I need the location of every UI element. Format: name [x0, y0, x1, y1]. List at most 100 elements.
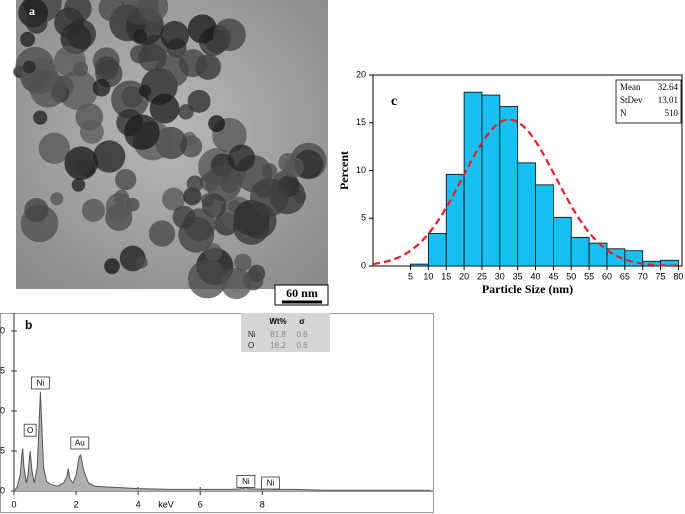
particle: [33, 110, 48, 125]
bar: [499, 106, 519, 267]
particle: [137, 0, 169, 22]
peak-label-box: [70, 436, 90, 450]
y-axis-title: Percent: [337, 151, 351, 190]
x-tick-label: 25: [477, 271, 487, 281]
particle: [54, 45, 86, 78]
bar: [588, 242, 608, 267]
bar: [481, 94, 501, 267]
table-box: [241, 313, 330, 352]
x-tick-label: 75: [656, 271, 666, 281]
particle: [104, 258, 120, 274]
x-axis-title: Particle Size (nm): [482, 282, 573, 296]
y-tick-label: 5: [0, 365, 5, 375]
x-tick-label: 50: [566, 271, 576, 281]
particle: [187, 89, 211, 113]
x-tick-label: 35: [513, 271, 523, 281]
particle: [22, 60, 36, 74]
peak-label: Ni: [267, 479, 275, 488]
bar: [445, 173, 465, 267]
particle: [66, 19, 96, 50]
tem-image: [13, 0, 328, 300]
particle: [208, 115, 225, 132]
bar: [427, 233, 447, 267]
stats-box: [615, 79, 682, 124]
stats-value: 13.01: [658, 95, 678, 105]
particle: [234, 253, 252, 272]
particle: [114, 168, 137, 191]
particle: [135, 256, 148, 269]
particle: [187, 259, 227, 299]
scale-bar-label: 60 nm: [286, 286, 318, 300]
y-tick-label: 5: [361, 213, 366, 223]
x-tick-label: 20: [459, 271, 469, 281]
x-tick-label: 0: [11, 499, 16, 509]
x-tick-label: 40: [531, 271, 541, 281]
particle: [138, 43, 167, 72]
particle: [25, 12, 48, 34]
stats-label: StDev: [620, 95, 643, 105]
peak-label-box: [236, 474, 256, 488]
spectrum-line: [13, 391, 430, 492]
table-cell: 0.6: [296, 330, 308, 339]
bar: [517, 162, 536, 267]
table-cell: 81.8: [270, 330, 286, 339]
x-tick-label: 65: [620, 271, 630, 281]
particle: [20, 31, 36, 47]
particle: [98, 0, 125, 22]
stats-label: Mean: [620, 82, 641, 92]
particle: [124, 114, 160, 150]
scale-bar-box: [274, 284, 329, 306]
particle: [186, 175, 204, 193]
panel-frame: [0, 313, 434, 513]
table-cell: O: [248, 341, 254, 350]
particle: [249, 178, 289, 217]
x-tick-label: 2: [74, 499, 79, 509]
peak-label: O: [27, 426, 33, 435]
peak-label-box: [30, 376, 50, 390]
fit-curve: [372, 118, 683, 267]
x-tick-label: 55: [584, 271, 594, 281]
particle: [148, 220, 176, 247]
particle: [71, 178, 86, 192]
particle: [92, 78, 111, 97]
bar: [463, 91, 483, 267]
bar: [410, 263, 429, 267]
x-axis-title: keV: [158, 499, 174, 509]
x-tick-label: 6: [198, 499, 203, 509]
y-tick-label: 20: [356, 69, 366, 79]
peak-label-box: [260, 476, 280, 490]
bar: [660, 259, 679, 267]
stats-label: N: [620, 108, 627, 118]
particle: [200, 193, 215, 207]
x-tick-label: 30: [495, 271, 505, 281]
peak-label: Au: [75, 439, 85, 448]
particle: [64, 0, 92, 23]
particle: [228, 144, 256, 172]
x-tick-label: 8: [260, 499, 265, 509]
particle: [187, 14, 218, 44]
particle: [79, 119, 104, 144]
particle: [220, 267, 252, 300]
particle: [24, 197, 49, 223]
particle: [133, 29, 147, 44]
particle: [161, 187, 186, 211]
particle: [233, 208, 270, 245]
particle: [81, 198, 106, 222]
particle: [149, 93, 180, 124]
peak-label-box: [23, 423, 37, 437]
x-tick-label: 15: [441, 271, 451, 281]
particle: [200, 172, 219, 192]
table-cell: 18.2: [270, 341, 286, 350]
y-tick-label: 0: [0, 405, 5, 415]
y-tick-label: 0: [361, 260, 366, 270]
particle: [178, 49, 207, 78]
particle: [172, 205, 196, 229]
stats-value: 510: [665, 108, 679, 118]
peak-label: Ni: [37, 379, 45, 388]
particle: [204, 243, 223, 261]
x-tick-label: 5: [408, 271, 413, 281]
particle: [105, 192, 134, 221]
particle: [283, 157, 305, 178]
peak-label: Ni: [242, 477, 250, 486]
